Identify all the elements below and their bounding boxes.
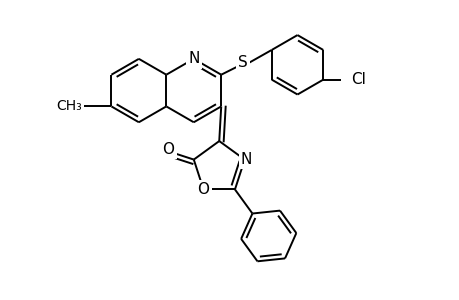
- Text: N: N: [188, 51, 199, 66]
- Text: CH₃: CH₃: [56, 99, 82, 113]
- Text: S: S: [238, 55, 247, 70]
- Text: O: O: [197, 182, 209, 197]
- Text: O: O: [162, 142, 174, 157]
- Text: Cl: Cl: [350, 72, 365, 87]
- Text: N: N: [241, 152, 252, 167]
